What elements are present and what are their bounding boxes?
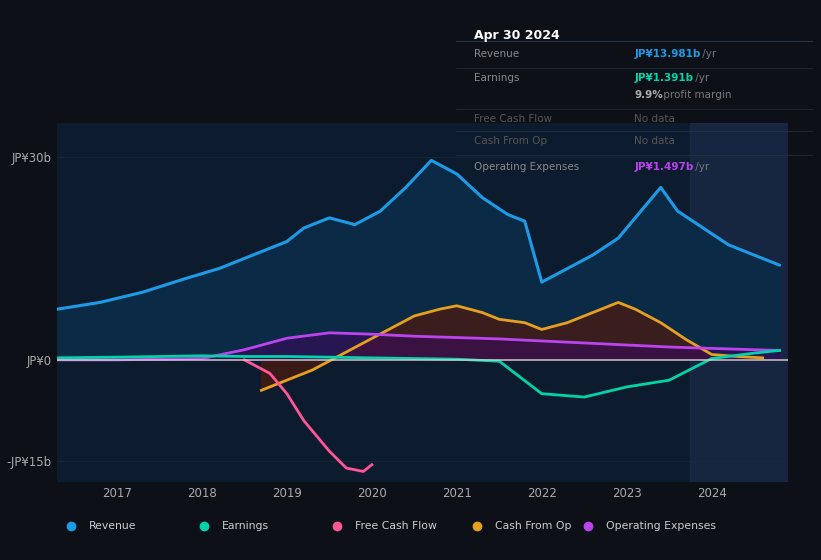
Text: /yr: /yr <box>699 49 716 59</box>
Text: JP¥1.497b: JP¥1.497b <box>635 162 694 172</box>
Text: JP¥1.391b: JP¥1.391b <box>635 73 694 83</box>
Text: 9.9%: 9.9% <box>635 90 663 100</box>
Text: Apr 30 2024: Apr 30 2024 <box>474 29 559 42</box>
Text: Operating Expenses: Operating Expenses <box>606 521 716 531</box>
Text: Revenue: Revenue <box>89 521 136 531</box>
Text: Cash From Op: Cash From Op <box>474 137 547 147</box>
Text: 9.9% profit margin: 9.9% profit margin <box>635 90 732 100</box>
Text: /yr: /yr <box>692 73 709 83</box>
Text: Cash From Op: Cash From Op <box>496 521 572 531</box>
Text: Free Cash Flow: Free Cash Flow <box>355 521 437 531</box>
Text: No data: No data <box>635 114 675 124</box>
Text: JP¥1.391b /yr: JP¥1.391b /yr <box>635 73 704 83</box>
Bar <box>690 123 788 482</box>
Text: JP¥1.497b /yr: JP¥1.497b /yr <box>635 162 704 172</box>
Text: Earnings: Earnings <box>474 73 519 83</box>
Text: JP¥13.981b /yr: JP¥13.981b /yr <box>635 49 710 59</box>
Text: /yr: /yr <box>692 162 709 172</box>
Text: Free Cash Flow: Free Cash Flow <box>474 114 552 124</box>
Text: No data: No data <box>635 137 675 147</box>
Text: profit margin: profit margin <box>660 90 732 100</box>
Text: Operating Expenses: Operating Expenses <box>474 162 579 172</box>
Text: Earnings: Earnings <box>222 521 269 531</box>
Text: JP¥13.981b: JP¥13.981b <box>635 49 700 59</box>
Text: Revenue: Revenue <box>474 49 519 59</box>
